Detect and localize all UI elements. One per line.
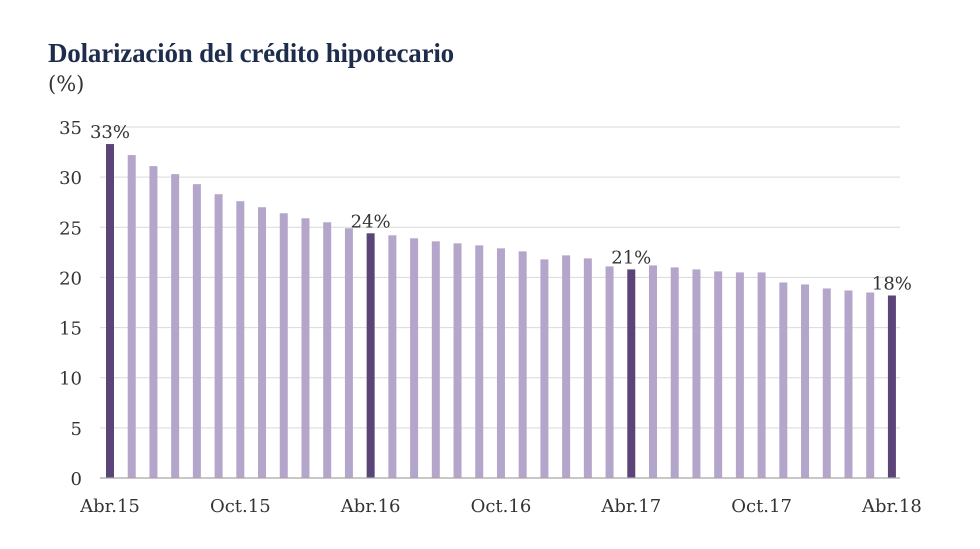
bar [171,174,180,479]
bar-highlighted [627,269,636,478]
bar [344,228,353,478]
chart-title: Dolarización del crédito hipotecario [48,38,454,68]
bar [453,243,462,478]
x-tick-label: Oct.16 [471,496,532,517]
bar [735,272,744,478]
bar [475,245,484,478]
x-tick-label: Oct.15 [210,496,271,517]
y-tick-label: 0 [71,469,82,490]
bar [714,271,723,478]
x-tick-label: Abr.15 [79,496,140,517]
y-tick-label: 20 [59,268,82,289]
x-tick-label: Abr.18 [861,496,922,517]
bar [214,194,223,479]
data-label: 24% [351,211,391,232]
x-axis: Abr.15 Oct.15 Abr.16 Oct.16 Abr.17 Oct.17 Abr.… [79,477,922,517]
bar [236,201,245,478]
bar [496,248,505,478]
data-label: 18% [872,273,912,294]
bar [866,292,875,478]
bar-highlighted [106,144,114,478]
y-tick-label: 25 [59,218,82,239]
y-tick-label: 30 [59,168,82,189]
bar [670,267,679,478]
bar [518,251,527,478]
bar-highlighted [887,295,896,478]
bar [757,272,766,478]
y-tick-label: 15 [59,319,82,340]
bar [540,259,549,478]
bar [410,238,419,478]
y-tick-label: 5 [71,419,82,440]
bar [323,222,332,478]
chart-unit-label: (%) [48,72,85,96]
x-tick-label: Abr.16 [340,496,401,517]
data-labels: 33% 24% 21% 18% [90,122,912,294]
bar [388,235,397,478]
y-axis: 0 5 10 15 20 25 30 35 [59,118,82,490]
bar [822,288,831,478]
bars [106,144,896,479]
bar [605,266,614,478]
x-tick-label: Abr.17 [600,496,661,517]
bar [192,184,201,479]
bar [127,155,136,478]
data-label: 21% [611,247,651,268]
y-tick-label: 35 [59,118,82,139]
bar [583,258,592,478]
bar [279,213,288,478]
bar [779,282,788,478]
bar [301,218,310,478]
bar-highlighted [366,233,375,478]
bar [149,166,158,478]
y-tick-label: 10 [59,369,82,390]
bar [649,265,657,478]
x-tick-label: Oct.17 [731,496,792,517]
bar [844,290,853,478]
data-label: 33% [90,122,130,143]
bar [692,269,701,478]
bar [801,284,810,478]
bar [258,207,267,478]
bar [431,241,440,478]
bar [562,255,571,478]
